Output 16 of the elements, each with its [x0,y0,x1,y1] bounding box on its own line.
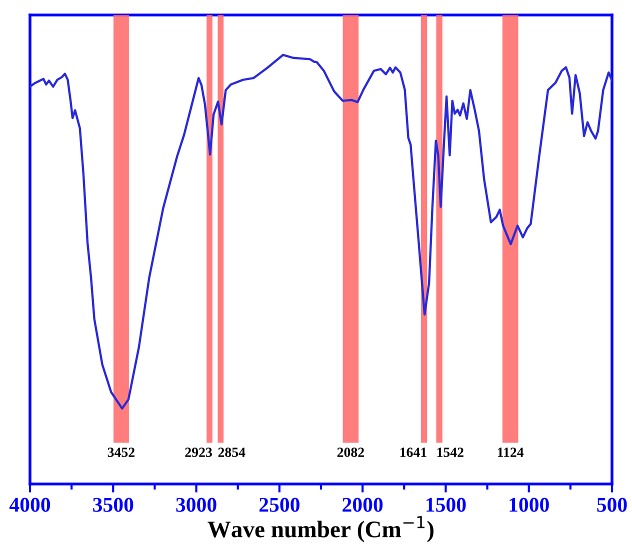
x-axis-title: Wave number (Cm$^{−1}$) [208,516,434,542]
band-label: 1542 [437,448,464,457]
band-label: 1124 [498,448,524,457]
x-tick-label: 500 [597,498,627,512]
band-label: 3452 [108,448,134,457]
x-tick-label: 1000 [510,498,549,512]
band-label: 1641 [400,448,426,457]
band-label: 2082 [337,448,364,457]
x-tick-label: 3000 [176,498,216,512]
x-tick-label: 4000 [9,498,50,512]
x-tick-label: 3500 [93,498,134,512]
x-tick-label: 2500 [259,498,300,512]
band-label: 2854 [218,448,246,457]
x-tick-label: 1500 [426,498,466,512]
x-tick-label: 2000 [342,498,383,512]
band-label: 2923 [185,448,212,457]
